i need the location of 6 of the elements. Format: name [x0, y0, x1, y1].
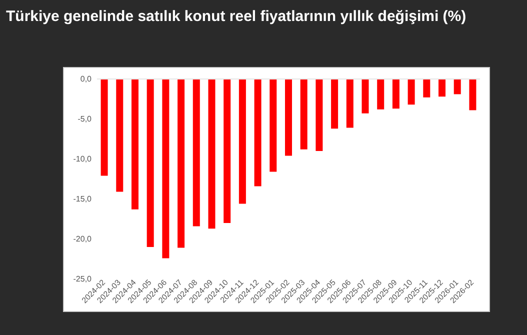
- chart-title: Türkiye genelinde satılık konut reel fiyatlarının yıllık değişimi (%): [6, 8, 466, 25]
- y-tick-label: -10,0: [73, 154, 92, 164]
- y-tick-label: 0,0: [80, 74, 92, 84]
- y-tick-label: -20,0: [73, 234, 92, 244]
- y-tick-label: -15,0: [73, 194, 92, 204]
- y-tick-label: -5,0: [78, 114, 92, 124]
